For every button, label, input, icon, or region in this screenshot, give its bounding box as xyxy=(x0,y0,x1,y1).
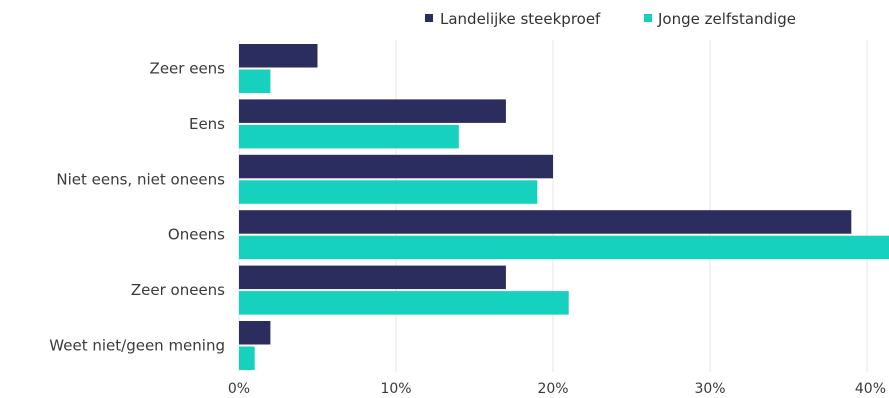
bar-jonge-zelfstandige-oneens xyxy=(239,235,889,260)
category-labels: Zeer eens Eens Niet eens, niet oneens Oneen… xyxy=(49,60,225,355)
category-label-oneens: Oneens xyxy=(168,226,225,244)
bars xyxy=(239,44,889,370)
legend-label-jonge-zelfstandige: Jonge zelfstandige xyxy=(657,10,796,28)
bar-jonge-zelfstandige-niet-eens-niet-oneens xyxy=(239,180,538,204)
legend-marker-landelijke-steekproef xyxy=(425,14,433,22)
bar-jonge-zelfstandige-weet-niet-geen-mening xyxy=(239,346,255,370)
x-tick-labels: 0% 10% 20% 30% 40% xyxy=(228,381,886,397)
legend: Landelijke steekproef Jonge zelfstandige xyxy=(425,10,796,28)
x-tick-label-3: 30% xyxy=(694,381,725,397)
legend-label-landelijke-steekproef: Landelijke steekproef xyxy=(440,10,601,28)
bar-landelijke-steekproef-zeer-eens xyxy=(239,44,318,68)
x-tick-label-1: 10% xyxy=(380,381,411,397)
bar-jonge-zelfstandige-zeer-oneens xyxy=(239,291,569,315)
x-tick-label-4: 40% xyxy=(855,381,886,397)
bar-landelijke-steekproef-weet-niet-geen-mening xyxy=(239,321,271,345)
bar-landelijke-steekproef-niet-eens-niet-oneens xyxy=(239,154,554,179)
bar-jonge-zelfstandige-eens xyxy=(239,124,459,149)
x-tick-label-0: 0% xyxy=(228,381,250,397)
category-label-niet-eens-niet-oneens: Niet eens, niet oneens xyxy=(56,170,225,188)
category-label-weet-niet-geen-mening: Weet niet/geen mening xyxy=(49,337,225,355)
category-label-zeer-oneens: Zeer oneens xyxy=(131,281,225,299)
legend-marker-jonge-zelfstandige xyxy=(644,14,652,22)
x-tick-label-2: 20% xyxy=(537,381,568,397)
category-label-eens: Eens xyxy=(189,115,225,133)
bar-landelijke-steekproef-zeer-oneens xyxy=(239,265,506,290)
bar-landelijke-steekproef-eens xyxy=(239,99,506,123)
bar-jonge-zelfstandige-zeer-eens xyxy=(239,69,271,93)
bar-landelijke-steekproef-oneens xyxy=(239,210,852,234)
gridlines xyxy=(238,40,868,372)
category-label-zeer-eens: Zeer eens xyxy=(150,60,226,78)
